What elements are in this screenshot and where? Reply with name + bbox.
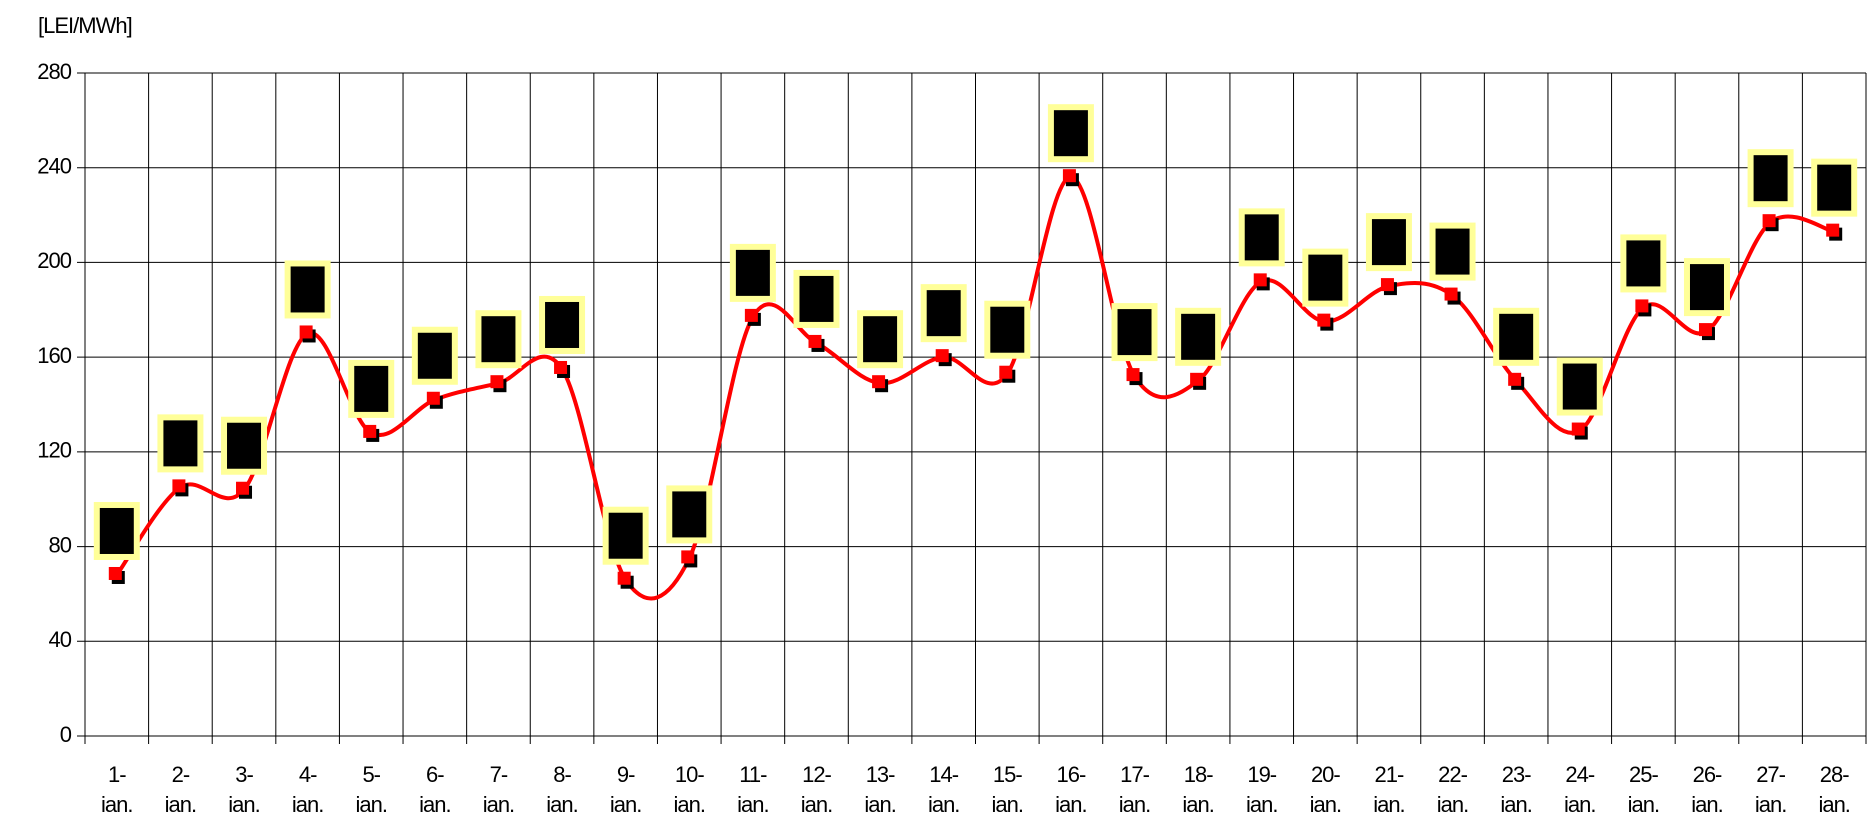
x-tick-label: 27-ian. [1755, 762, 1786, 817]
x-tick-label: 21-ian. [1373, 762, 1404, 817]
hidden-data-label [1556, 357, 1603, 416]
marker [363, 424, 377, 438]
y-tick-label: 120 [37, 438, 71, 463]
hidden-data-label [920, 284, 967, 343]
x-tick-label: 4-ian. [292, 762, 323, 817]
hidden-data-label [93, 501, 140, 560]
x-tick-label: 18-ian. [1182, 762, 1213, 817]
marker [872, 375, 886, 389]
marker [1571, 422, 1585, 436]
hidden-data-label [1365, 213, 1412, 272]
hidden-data-label [1811, 158, 1858, 217]
hidden-data-label [1493, 307, 1540, 366]
hidden-data-label [539, 295, 586, 354]
x-tick-label: 5-ian. [355, 762, 386, 817]
hidden-data-label [1047, 104, 1094, 163]
x-tick-label: 8-ian. [546, 762, 577, 817]
x-tick-label: 16-ian. [1055, 762, 1086, 817]
marker [808, 334, 822, 348]
hidden-data-label [666, 485, 713, 544]
hidden-data-label [793, 269, 840, 328]
y-tick-label: 80 [49, 532, 72, 557]
y-tick-label: 160 [37, 343, 71, 368]
x-tick-label: 25-ian. [1628, 762, 1659, 817]
marker [299, 325, 313, 339]
x-tick-label: 13-ian. [864, 762, 895, 817]
x-tick-label: 23-ian. [1500, 762, 1531, 817]
x-tick-label: 2-ian. [165, 762, 196, 817]
x-tick-label: 20-ian. [1310, 762, 1341, 817]
hidden-data-label [1620, 234, 1667, 293]
hidden-data-label [1302, 248, 1349, 307]
y-tick-label: 40 [49, 627, 72, 652]
hidden-data-label [1238, 208, 1285, 267]
y-tick-label: 200 [37, 248, 71, 273]
marker [236, 481, 250, 495]
marker [1508, 372, 1522, 386]
marker [1635, 299, 1649, 313]
x-tick-label: 26-ian. [1691, 762, 1722, 817]
hidden-data-label [984, 300, 1031, 359]
marker [426, 391, 440, 405]
marker [554, 360, 568, 374]
hidden-data-label [1111, 303, 1158, 362]
marker [999, 365, 1013, 379]
marker [1062, 169, 1076, 183]
hidden-data-label [602, 506, 649, 565]
marker [108, 566, 122, 580]
marker [935, 349, 949, 363]
hidden-data-label [729, 243, 776, 302]
hidden-data-label [157, 414, 204, 473]
x-tick-label: 1-ian. [101, 762, 132, 817]
x-tick-label: 22-ian. [1437, 762, 1468, 817]
hidden-data-label [1429, 222, 1476, 281]
marker [1698, 323, 1712, 337]
marker [172, 479, 186, 493]
y-tick-label: 280 [37, 59, 71, 84]
hidden-data-label [1683, 258, 1730, 317]
x-tick-label: 10-ian. [674, 762, 705, 817]
x-tick-label: 3-ian. [228, 762, 259, 817]
x-tick-label: 12-ian. [801, 762, 832, 817]
marker [617, 571, 631, 585]
hidden-data-label [221, 416, 268, 475]
hidden-data-label [1175, 307, 1222, 366]
y-axis-label: [LEI/MWh] [38, 13, 132, 38]
marker [1826, 223, 1840, 237]
hidden-data-label [1747, 149, 1794, 208]
x-tick-label: 11-ian. [737, 762, 768, 817]
hidden-data-label [284, 260, 331, 319]
x-tick-label: 19-ian. [1246, 762, 1277, 817]
x-tick-label: 7-ian. [483, 762, 514, 817]
marker [681, 550, 695, 564]
hidden-data-label [411, 326, 458, 385]
hidden-data-label [857, 310, 904, 369]
x-tick-label: 24-ian. [1564, 762, 1595, 817]
y-tick-label: 240 [37, 154, 71, 179]
marker [1444, 287, 1458, 301]
x-tick-label: 15-ian. [992, 762, 1023, 817]
x-tick-label: 28-ian. [1818, 762, 1849, 817]
marker [1190, 372, 1204, 386]
marker [1762, 214, 1776, 228]
marker [1126, 368, 1140, 382]
x-tick-label: 17-ian. [1119, 762, 1150, 817]
x-tick-label: 6-ian. [419, 762, 450, 817]
marker [490, 375, 504, 389]
hidden-data-label [475, 310, 522, 369]
y-tick-label: 0 [60, 722, 72, 747]
marker [1380, 278, 1394, 292]
marker [744, 308, 758, 322]
series-line [115, 175, 1835, 601]
x-tick-label: 14-ian. [928, 762, 959, 817]
hidden-data-label [348, 359, 395, 418]
marker [1253, 273, 1267, 287]
marker [1317, 313, 1331, 327]
x-tick-label: 9-ian. [610, 762, 641, 817]
